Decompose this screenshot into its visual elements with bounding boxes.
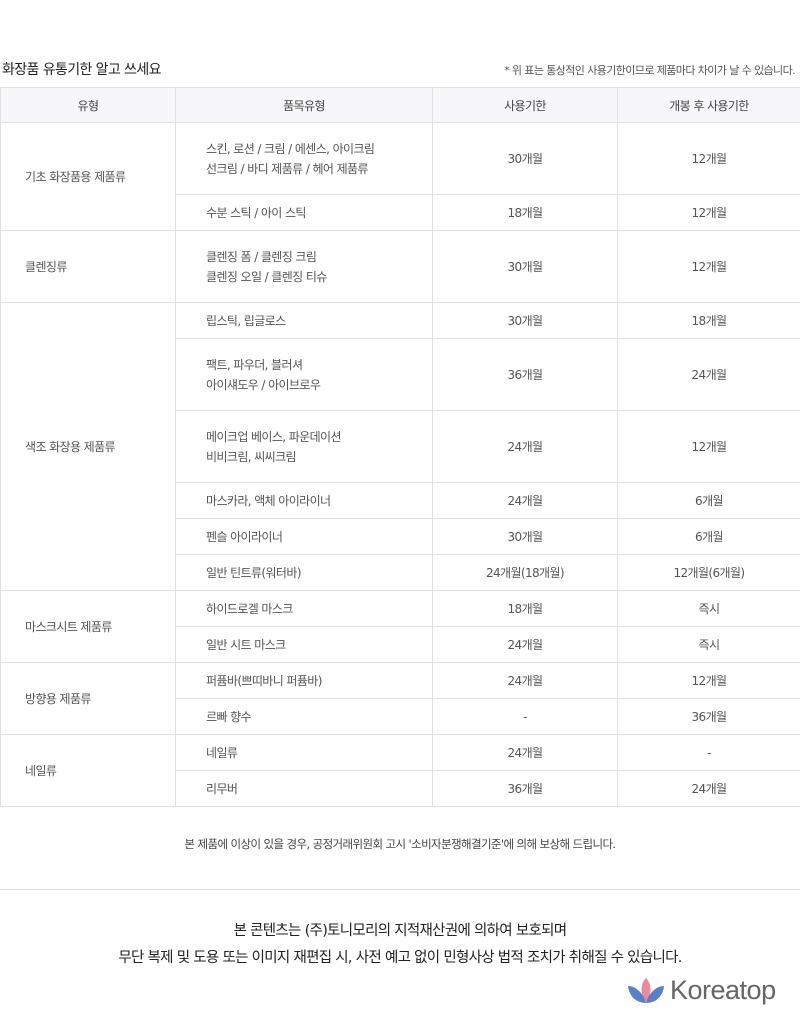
item-line: 마스카라, 액체 아이라이너	[206, 493, 331, 508]
opened-life-cell: 24개월	[617, 338, 800, 411]
item-line: 아이섀도우 / 아이브로우	[206, 377, 321, 392]
item-line: 팩트, 파우더, 블러셔	[206, 357, 303, 372]
category-cell: 색조 화장용 제품류	[0, 302, 176, 591]
shelf-life-cell: 36개월	[432, 770, 618, 807]
shelf-life-cell: 24개월(18개월)	[432, 554, 618, 591]
item-line: 스킨, 로션 / 크림 / 에센스, 아이크림	[206, 141, 375, 156]
table-row: 팩트, 파우더, 블러셔 아이섀도우 / 아이브로우 36개월 24개월	[1, 338, 800, 411]
table-row: 일반 시트 마스크 24개월 즉시	[1, 626, 800, 663]
header-item: 품목유형	[175, 87, 433, 123]
koreatop-logo: Koreatop	[626, 975, 776, 1006]
logo-text: Koreatop	[670, 975, 776, 1005]
table-row: 기초 화장품용 제품류 스킨, 로션 / 크림 / 에센스, 아이크림 선크림 / …	[0, 122, 800, 231]
disclaimer-note: * 위 표는 통상적인 사용기한이므로 제품마다 차이가 날 수 있습니다.	[504, 64, 796, 77]
item-cell: 르빠 향수	[175, 698, 433, 735]
shelf-life-cell: 24개월	[432, 626, 618, 663]
shelf-life-cell: 36개월	[432, 338, 618, 411]
category-cell: 마스크시트 제품류	[0, 590, 176, 663]
category-cell: 방향용 제품류	[0, 662, 176, 735]
opened-life-cell: 즉시	[617, 626, 800, 663]
item-line: 퍼퓸바(쁘띠바니 퍼퓸바)	[206, 673, 322, 688]
shelf-life-cell: 24개월	[432, 734, 618, 771]
item-cell: 립스틱, 립글로스	[175, 302, 433, 339]
item-line: 비비크림, 씨씨크림	[206, 449, 297, 464]
copyright-line: 본 콘텐츠는 (주)토니모리의 지적재산권에 의하여 보호되며	[233, 923, 568, 939]
header-shelf-life: 사용기한	[432, 87, 618, 123]
item-line: 선크림 / 바디 제품류 / 헤어 제품류	[206, 161, 369, 176]
table-row: 일반 틴트류(워터바) 24개월(18개월) 12개월(6개월)	[1, 554, 800, 591]
item-cell: 하이드로겔 마스크	[175, 590, 433, 627]
shelf-life-cell: 24개월	[432, 662, 618, 699]
compensation-notice: 본 제품에 이상이 있을 경우, 공정거래위원회 고시 '소비자분쟁해결기준'에…	[184, 837, 616, 851]
table-row: 메이크업 베이스, 파운데이션 비비크림, 씨씨크림 24개월 12개월	[1, 410, 800, 483]
shelf-life-cell: 24개월	[432, 410, 618, 483]
shelf-life-cell: 30개월	[432, 518, 618, 555]
item-cell: 수분 스틱 / 아이 스틱	[175, 194, 433, 231]
item-line: 립스틱, 립글로스	[206, 313, 286, 328]
opened-life-cell: 12개월	[617, 662, 800, 699]
opened-life-cell: 12개월	[617, 122, 800, 195]
header-opened-life: 개봉 후 사용기한	[617, 87, 800, 123]
item-line: 하이드로겔 마스크	[206, 601, 293, 616]
opened-life-cell: 36개월	[617, 698, 800, 735]
table-header-row: 유형 품목유형 사용기한 개봉 후 사용기한	[0, 87, 800, 123]
item-cell: 리무버	[175, 770, 433, 807]
item-line: 펜슬 아이라이너	[206, 529, 283, 544]
divider	[0, 889, 800, 890]
item-line: 르빠 향수	[206, 709, 252, 724]
shelf-life-cell: 30개월	[432, 302, 618, 339]
shelf-life-cell: 18개월	[432, 194, 618, 231]
opened-life-cell: 즉시	[617, 590, 800, 627]
category-cell: 클렌징류	[0, 230, 176, 303]
table-row: 펜슬 아이라이너 30개월 6개월	[1, 518, 800, 555]
item-cell: 마스카라, 액체 아이라이너	[175, 482, 433, 519]
opened-life-cell: 12개월	[617, 230, 800, 303]
item-cell: 네일류	[175, 734, 433, 771]
opened-life-cell: 6개월	[617, 482, 800, 519]
item-line: 수분 스틱 / 아이 스틱	[206, 205, 306, 220]
item-line: 일반 시트 마스크	[206, 637, 286, 652]
table-row: 클렌징류 클렌징 폼 / 클렌징 크림 클렌징 오일 / 클렌징 티슈 30개월 12개…	[0, 230, 800, 303]
item-line: 네일류	[206, 745, 238, 760]
lotus-icon	[628, 977, 664, 1003]
item-cell: 퍼퓸바(쁘띠바니 퍼퓸바)	[175, 662, 433, 699]
item-cell: 펜슬 아이라이너	[175, 518, 433, 555]
category-cell: 기초 화장품용 제품류	[0, 122, 176, 231]
item-line: 메이크업 베이스, 파운데이션	[206, 429, 342, 444]
copyright-line: 무단 복제 및 도용 또는 이미지 재편집 시, 사전 예고 없이 민형사상 법…	[118, 950, 682, 966]
item-line: 일반 틴트류(워터바)	[206, 565, 302, 580]
opened-life-cell: 12개월(6개월)	[617, 554, 800, 591]
opened-life-cell: -	[617, 734, 800, 771]
copyright-notice: 본 콘텐츠는 (주)토니모리의 지적재산권에 의하여 보호되며 무단 복제 및 …	[0, 918, 800, 972]
table-row: 마스크시트 제품류 하이드로겔 마스크 18개월 즉시	[0, 590, 800, 663]
page-title: 화장품 유통기한 알고 쓰세요	[2, 62, 162, 78]
table-row: 방향용 제품류 퍼퓸바(쁘띠바니 퍼퓸바) 24개월 12개월	[0, 662, 800, 735]
opened-life-cell: 12개월	[617, 410, 800, 483]
shelf-life-cell: 18개월	[432, 590, 618, 627]
table-row: 네일류 네일류 24개월 -	[0, 734, 800, 807]
item-cell: 일반 틴트류(워터바)	[175, 554, 433, 591]
shelf-life-cell: -	[432, 698, 618, 735]
opened-life-cell: 18개월	[617, 302, 800, 339]
opened-life-cell: 6개월	[617, 518, 800, 555]
item-cell: 일반 시트 마스크	[175, 626, 433, 663]
table-row: 리무버 36개월 24개월	[1, 770, 800, 807]
header-type: 유형	[0, 87, 176, 123]
category-cell: 네일류	[0, 734, 176, 807]
opened-life-cell: 24개월	[617, 770, 800, 807]
shelf-life-cell: 24개월	[432, 482, 618, 519]
item-line: 클렌징 오일 / 클렌징 티슈	[206, 269, 327, 284]
shelf-life-cell: 30개월	[432, 122, 618, 195]
item-line: 클렌징 폼 / 클렌징 크림	[206, 249, 317, 264]
expiry-table: 유형 품목유형 사용기한 개봉 후 사용기한 기초 화장품용 제품류 스킨, 로션…	[0, 87, 800, 807]
table-row: 색조 화장용 제품류 립스틱, 립글로스 30개월 18개월	[0, 302, 800, 591]
item-line: 리무버	[206, 781, 238, 796]
shelf-life-cell: 30개월	[432, 230, 618, 303]
opened-life-cell: 12개월	[617, 194, 800, 231]
